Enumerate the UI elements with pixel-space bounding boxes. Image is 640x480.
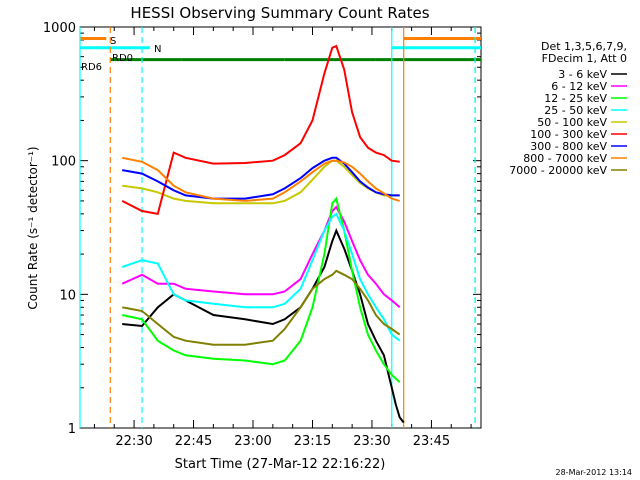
state-bar-label: S: [110, 36, 116, 47]
x-tick-label: 22:45: [175, 434, 212, 449]
plot-frame: [79, 26, 482, 429]
x-tick-label: 23:00: [234, 434, 271, 449]
series-line: [122, 269, 401, 346]
state-bars: S N RD0 RD6: [80, 36, 481, 73]
legend-label: 100 - 300 keV: [530, 128, 607, 141]
state-bar-label: RD0: [112, 53, 133, 64]
legend-label: 50 - 100 keV: [537, 116, 607, 129]
x-tick-label: 22:30: [115, 434, 152, 449]
y-tick-label: 10: [59, 288, 76, 303]
chart-title: HESSI Observing Summary Count Rates: [130, 4, 429, 22]
series-line: [121, 196, 401, 383]
series-line: [121, 205, 401, 309]
state-bar-label: N: [154, 44, 161, 55]
x-tick-label: 23:45: [413, 434, 450, 449]
series-line: [122, 156, 400, 202]
series-line: [122, 227, 405, 424]
series-line: [121, 212, 401, 342]
legend-label: 800 - 7000 keV: [523, 152, 607, 165]
vertical-markers: [79, 27, 476, 428]
y-tick-label: 1000: [43, 21, 76, 36]
series-line: [122, 156, 400, 200]
legend-label: 7000 - 20000 keV: [509, 164, 607, 177]
x-axis-label: Start Time (27-Mar-12 22:16:22): [175, 457, 386, 472]
legend-label: 300 - 800 keV: [530, 140, 607, 153]
timestamp-footer: 28-Mar-2012 13:14: [555, 468, 633, 477]
y-tick-label: 100: [51, 155, 76, 170]
legend-label: 6 - 12 keV: [551, 80, 607, 93]
y-axis-label: Count Rate (s⁻¹ detector⁻¹): [26, 146, 40, 309]
legend-label: 12 - 25 keV: [544, 92, 607, 105]
series-line: [121, 44, 400, 216]
series-lines: [121, 44, 405, 424]
x-ticks: 22:30 22:45 23:00 23:15 23:30 23:45: [93, 27, 472, 449]
x-tick-label: 23:30: [353, 434, 390, 449]
legend-label: 3 - 6 keV: [558, 68, 607, 81]
y-ticks: 1 10 100 1000: [43, 21, 481, 437]
x-tick-label: 23:15: [294, 434, 331, 449]
y-tick-label: 1: [68, 422, 76, 437]
legend-label: 25 - 50 keV: [544, 104, 607, 117]
legend-header: Det 1,3,5,6,7,9,: [541, 40, 627, 53]
legend-header: FDecim 1, Att 0: [542, 52, 627, 65]
legend: Det 1,3,5,6,7,9,FDecim 1, Att 0 3 - 6 keV…: [509, 40, 627, 177]
state-bar-label: RD6: [81, 62, 102, 73]
